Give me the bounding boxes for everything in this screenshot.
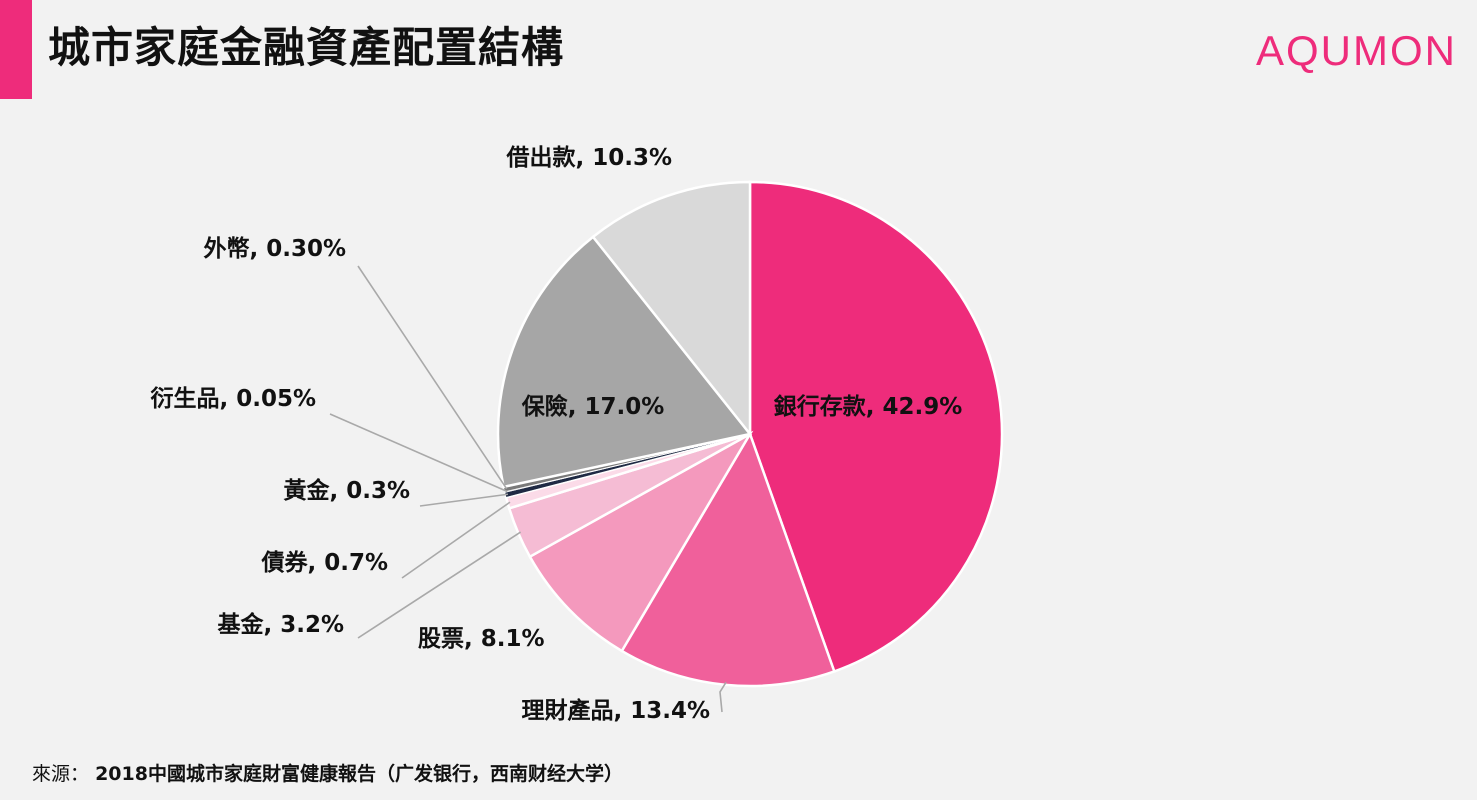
pie-label-3: 基金, 3.2%	[217, 611, 344, 638]
pie-slice-8	[496, 235, 753, 489]
pie-label-1: 理財產品, 13.4%	[521, 697, 710, 724]
pie-label-6: 衍生品, 0.05%	[150, 385, 316, 412]
pie-leader-lines	[329, 265, 727, 713]
pie-leader-5	[419, 493, 509, 507]
pie-chart: 銀行存款, 42.9% 理財產品, 13.4% 股票, 8.1% 基金, 3.2% 債券…	[150, 144, 1004, 724]
pie-label-0: 銀行存款, 42.9%	[774, 393, 963, 420]
pie-label-9: 借出款, 10.3%	[505, 144, 672, 171]
pie-label-8: 保險, 17.0%	[521, 393, 665, 420]
pie-leader-7	[357, 265, 508, 490]
pie-slice-1	[620, 431, 836, 688]
pie-label-7: 外幣, 0.30%	[203, 235, 346, 262]
page-title: 城市家庭金融資產配置結構	[48, 23, 565, 72]
pie-labels: 銀行存款, 42.9% 理財產品, 13.4% 股票, 8.1% 基金, 3.2% 債券…	[150, 144, 962, 724]
pie-slice-2	[528, 430, 754, 653]
pie-leader-3	[357, 531, 522, 639]
source-note: 來源： 2018中國城市家庭財富健康報告（广发银行，西南财经大学）	[32, 760, 623, 788]
pie-label-5: 黃金, 0.3%	[283, 477, 410, 504]
pie-label-2: 股票, 8.1%	[418, 626, 545, 652]
pie-slices	[496, 180, 1004, 688]
pie-slice-9	[591, 180, 752, 438]
pie-leader-6	[329, 413, 508, 493]
pie-leader-1	[719, 681, 727, 713]
pie-label-4: 債券, 0.7%	[260, 549, 388, 576]
source-text: 2018中國城市家庭財富健康報告（广发银行，西南财经大学）	[95, 763, 623, 785]
title-accent-bar	[0, 0, 32, 99]
pie-slice-0	[748, 180, 1004, 674]
pie-leader-4	[401, 501, 511, 579]
source-label: 來源：	[32, 763, 90, 785]
brand-logo: AQUMON	[1256, 27, 1457, 74]
